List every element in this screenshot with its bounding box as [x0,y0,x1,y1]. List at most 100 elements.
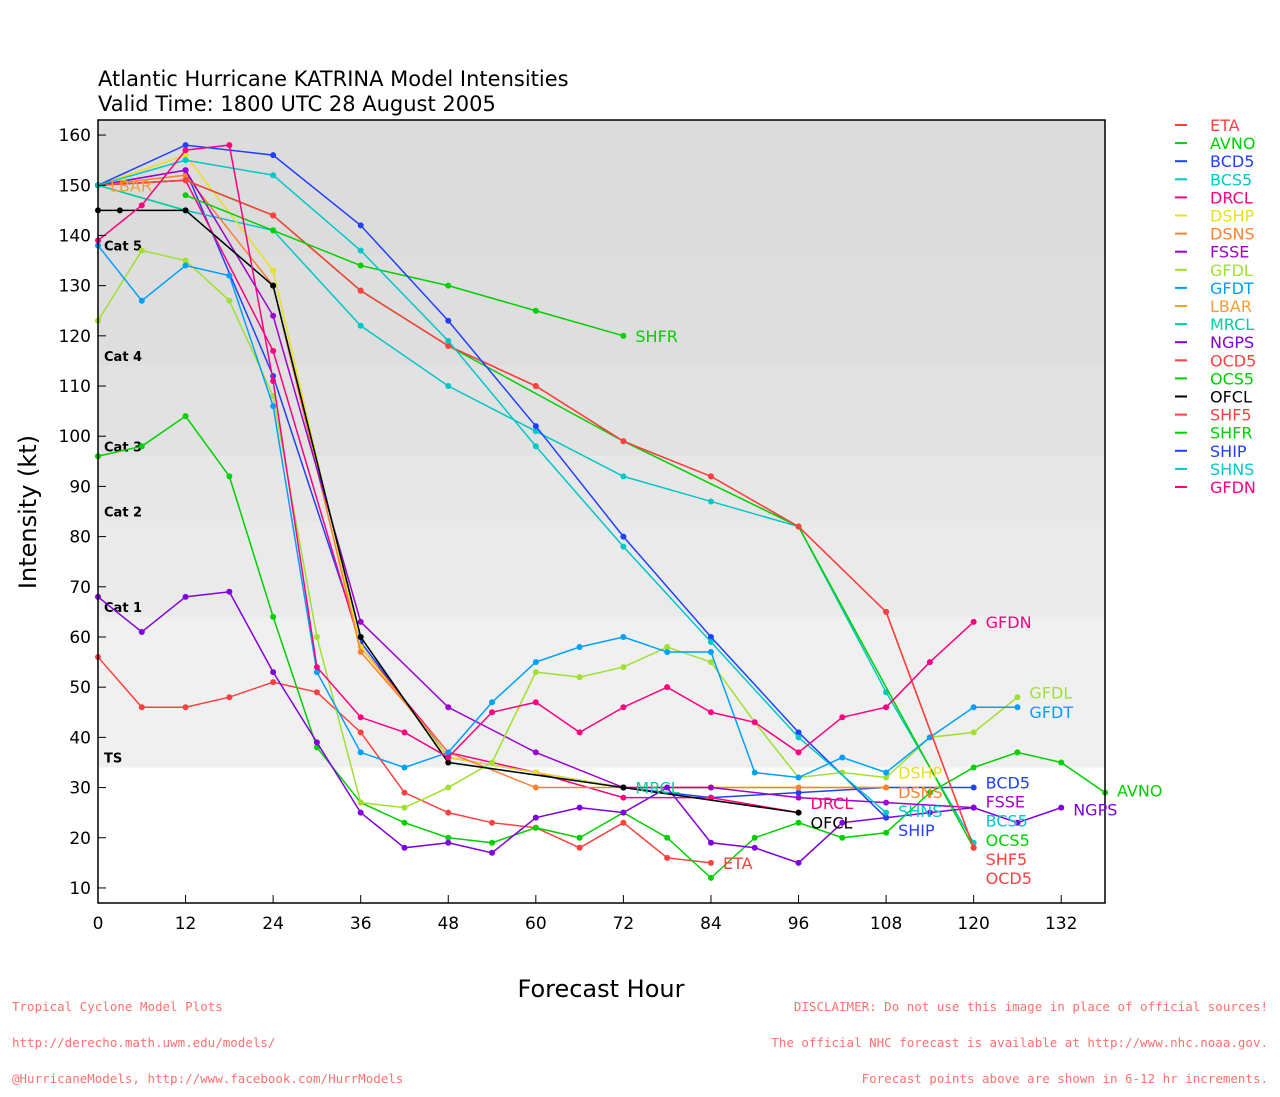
data-point [795,809,802,816]
data-point [664,649,671,656]
data-point [489,839,496,846]
data-point [883,784,890,791]
data-point [445,342,452,349]
data-point [270,679,277,686]
data-point [270,227,277,234]
x-tick-label: 48 [437,914,459,934]
data-point [839,754,846,761]
data-point [883,769,890,776]
category-band [98,255,1105,366]
category-label: Cat 2 [104,506,142,521]
legend-entry: LBAR [1210,297,1252,316]
plot-frame [97,119,1106,904]
data-point [270,669,277,676]
data-point [970,764,977,771]
data-point [970,784,977,791]
x-tick-label: 132 [1045,914,1077,934]
data-point [883,704,890,711]
data-point [226,473,233,480]
x-tick-label: 72 [613,914,635,934]
legend-entry: OCS5 [1210,369,1254,388]
data-point [226,272,233,279]
y-tick-label: 160 [59,126,91,146]
data-point [445,337,452,344]
data-point [1058,759,1065,766]
data-point [532,307,539,314]
data-point [926,659,933,666]
data-point [270,378,277,384]
category-label: Cat 1 [104,601,142,616]
footer-disclaimer-line: DISCLAIMER: Do not use this image in pla… [793,999,1268,1014]
legend: ETAAVNOBCD5BCS5DRCLDSHPDSNSFSSEGFDLGFDTL… [1175,116,1256,497]
data-point [532,383,539,390]
data-point [357,262,364,269]
data-point [795,859,802,866]
legend-entry: BCD5 [1210,152,1254,171]
series-end-label: SHF5 [986,850,1028,869]
data-point [445,754,452,761]
data-point [445,759,452,766]
data-point [707,709,714,716]
y-tick-label: 120 [59,327,91,347]
category-label: Cat 5 [104,240,142,255]
y-tick-label: 110 [59,377,91,397]
series-line [97,415,1106,879]
series-end-label: OCD5 [986,869,1032,888]
data-point [182,593,189,600]
data-point [707,633,714,640]
series-end-label: GFDL [1029,684,1072,703]
axes: 0 12 24 36 48 60 72 84 96 108 120 132 10 20 30 40 50 60 70… [59,126,1078,934]
series-end-label: DRCL [811,794,854,813]
legend-entry: DSNS [1210,225,1255,244]
series-end-label: DSHP [898,764,943,783]
intensity-chart: Cat 5 Cat 4 Cat 3 Cat 2 Cat 1 TS 0 12 24 36 48 60 7… [14,67,1256,1003]
data-point [620,438,627,445]
data-point [795,729,802,736]
series-end-label: MRCL [635,779,679,798]
series-end-label: SHNS [898,802,942,821]
data-point [182,167,189,174]
legend-entry: MRCL [1210,315,1254,334]
data-point [489,699,496,706]
data-point [357,322,364,329]
series-ngps [95,588,1065,866]
data-point [270,212,277,219]
series-avno [95,413,1108,881]
data-point [795,789,802,796]
series-end-label: ETA [723,854,753,873]
footer-right: DISCLAIMER: Do not use this image in pla… [771,977,1268,1097]
data-point [883,799,890,806]
x-tick-label: 108 [870,914,902,934]
data-point [357,287,364,294]
data-point [270,282,277,289]
series-line [97,249,1018,809]
data-point [532,423,539,430]
series-ship [95,142,890,821]
data-point [839,714,846,721]
category-band [98,456,1105,522]
y-tick-label: 80 [69,528,91,548]
data-point [795,784,802,791]
data-point [576,729,583,736]
legend-entry: OCD5 [1210,351,1256,370]
data-point [620,784,627,791]
data-point [445,383,452,390]
data-point [445,704,452,711]
data-point [270,267,277,274]
data-point [357,799,364,806]
data-point [182,157,189,164]
legend-entry: NGPS [1210,333,1254,352]
data-point [1058,804,1065,811]
y-tick-label: 40 [69,728,91,748]
y-tick-label: 70 [69,578,91,598]
data-point [401,804,408,811]
series-lines [95,142,1108,881]
data-point [664,854,671,861]
y-axis-label: Intensity (kt) [14,435,42,589]
data-point [576,804,583,811]
data-point [1014,749,1021,756]
data-point [620,809,627,816]
y-tick-label: 100 [59,427,91,447]
data-point [357,649,364,656]
